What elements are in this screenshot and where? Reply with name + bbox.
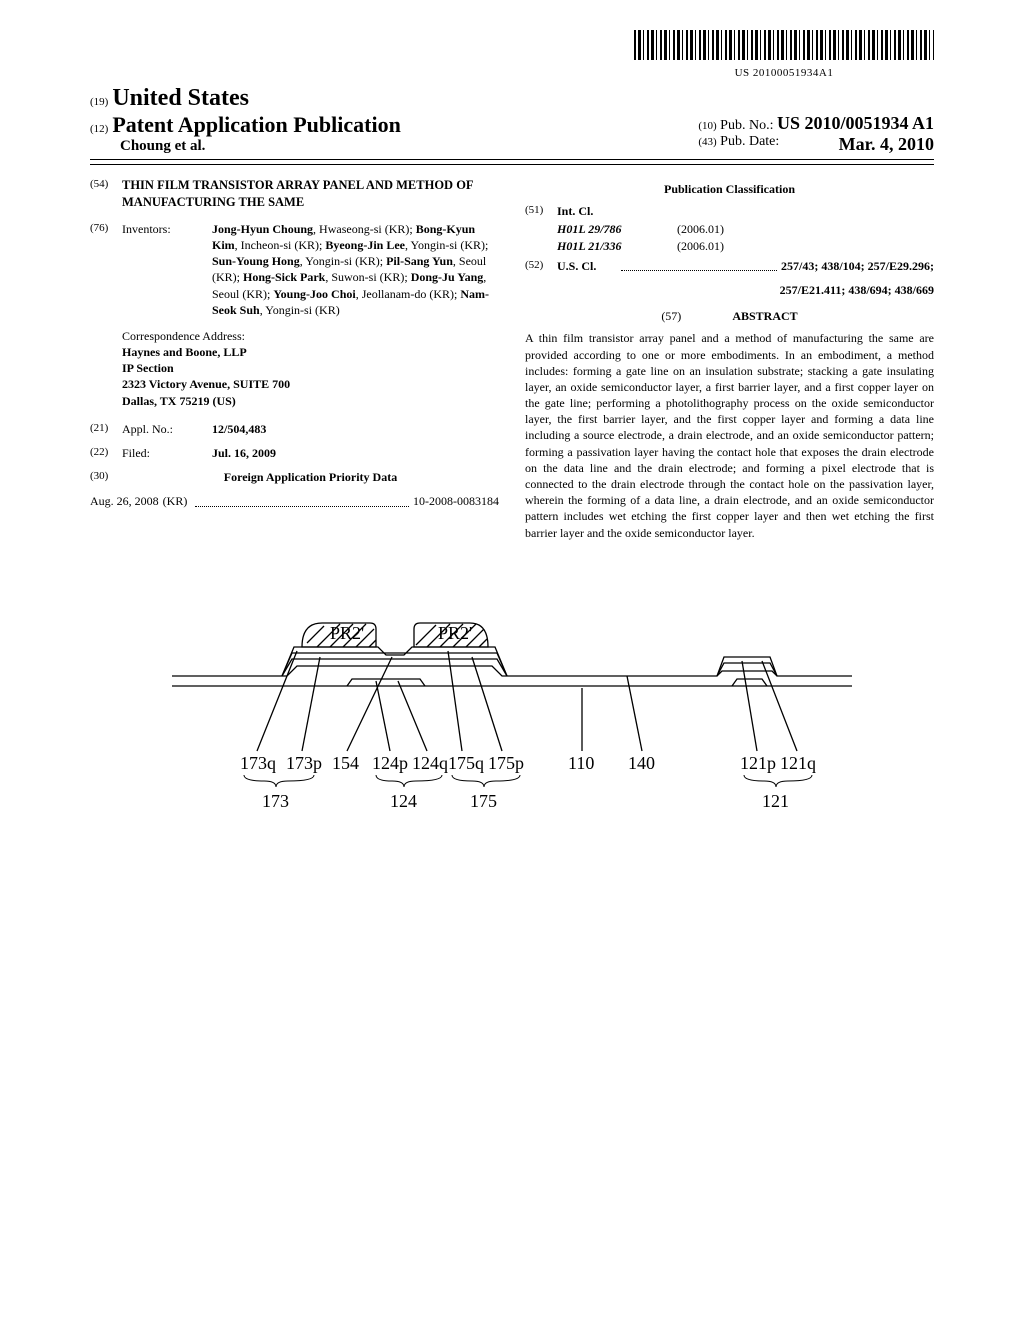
corr-label: Correspondence Address: — [122, 328, 499, 344]
inventors-label: Inventors: — [122, 221, 212, 318]
inventors-tag: (76) — [90, 221, 122, 318]
country-name: United States — [112, 85, 249, 111]
corr-dept: IP Section — [122, 360, 499, 376]
inventors: Jong-Hyun Choung, Hwaseong-si (KR); Bong… — [212, 221, 499, 318]
corr-name: Haynes and Boone, LLP — [122, 344, 499, 360]
invention-title: THIN FILM TRANSISTOR ARRAY PANEL AND MET… — [122, 177, 499, 211]
abstract-text: A thin film transistor array panel and a… — [525, 330, 934, 540]
intcl-2-ver: (2006.01) — [677, 238, 724, 254]
uscl-label: U.S. Cl. — [557, 258, 617, 274]
pubno: US 2010/0051934 A1 — [777, 113, 934, 133]
pubno-tag: (10) — [698, 120, 716, 132]
uscl-line2: 257/E21.411; 438/694; 438/669 — [525, 282, 934, 298]
rule-thin — [90, 164, 934, 165]
uscl-line1: 257/43; 438/104; 257/E29.296; — [781, 258, 934, 274]
pubno-label: Pub. No.: — [720, 118, 773, 133]
foreign-date: Aug. 26, 2008 — [90, 493, 159, 509]
priority-row: Aug. 26, 2008 (KR) 10-2008-0083184 — [90, 493, 499, 509]
intcl-tag: (51) — [525, 203, 557, 219]
foreign-label: Foreign Application Priority Data — [122, 469, 499, 485]
barcode-block: US 20100051934A1 — [90, 30, 934, 81]
fig-label-175p: 175p — [488, 753, 524, 773]
authors-line: Choung et al. — [90, 138, 401, 155]
doc-type: Patent Application Publication — [112, 112, 400, 137]
fig-label-110: 110 — [568, 753, 594, 773]
intcl-2-code: H01L 21/336 — [557, 238, 677, 254]
pubdate-tag: (43) — [698, 136, 716, 148]
fig-label-140: 140 — [628, 753, 655, 773]
appl-label: Appl. No.: — [122, 421, 212, 437]
dots — [195, 493, 409, 506]
pubdate: Mar. 4, 2010 — [839, 134, 934, 155]
header: (19) United States (12) Patent Applicati… — [90, 85, 934, 155]
fig-label-121p: 121p — [740, 753, 776, 773]
pubdate-label: Pub. Date: — [720, 134, 779, 149]
fig-label-124p: 124p — [372, 753, 408, 773]
fig-group-124: 124 — [390, 791, 417, 811]
fig-group-173: 173 — [262, 791, 289, 811]
corr-street: 2323 Victory Avenue, SUITE 700 — [122, 376, 499, 392]
right-column: Publication Classification (51) Int. Cl.… — [525, 177, 934, 541]
rule-top — [90, 159, 934, 160]
intcl-list: H01L 29/786 (2006.01) H01L 21/336 (2006.… — [557, 221, 934, 253]
appl-no: 12/504,483 — [212, 421, 499, 437]
foreign-tag: (30) — [90, 469, 122, 485]
filed-date: Jul. 16, 2009 — [212, 445, 499, 461]
intcl-1-code: H01L 29/786 — [557, 221, 677, 237]
intcl-label: Int. Cl. — [557, 203, 934, 219]
uscl-dots — [621, 258, 777, 271]
intcl-1-ver: (2006.01) — [677, 221, 724, 237]
filed-label: Filed: — [122, 445, 212, 461]
abstract-header: (57) ABSTRACT — [525, 308, 934, 324]
title-tag: (54) — [90, 177, 122, 211]
fig-label-173q: 173q — [240, 753, 276, 773]
fig-label-175q: 175q — [448, 753, 484, 773]
abstract-label: ABSTRACT — [732, 309, 797, 323]
fig-group-175: 175 — [470, 791, 497, 811]
fig-label-124q: 124q — [412, 753, 448, 773]
country-tag: (19) — [90, 96, 108, 108]
barcode — [634, 30, 934, 60]
foreign-no: 10-2008-0083184 — [413, 493, 499, 509]
columns: (54) THIN FILM TRANSISTOR ARRAY PANEL AN… — [90, 177, 934, 541]
abstract-tag: (57) — [661, 309, 681, 323]
correspondence: Correspondence Address: Haynes and Boone… — [122, 328, 499, 409]
foreign-country: (KR) — [163, 493, 188, 509]
fig-label-154: 154 — [332, 753, 359, 773]
left-column: (54) THIN FILM TRANSISTOR ARRAY PANEL AN… — [90, 177, 499, 541]
barcode-number: US 20100051934A1 — [634, 67, 934, 79]
fig-group-121: 121 — [762, 791, 789, 811]
fig-label-121q: 121q — [780, 753, 816, 773]
pubclass-header: Publication Classification — [525, 181, 934, 197]
uscl-tag: (52) — [525, 258, 557, 274]
corr-city: Dallas, TX 75219 (US) — [122, 393, 499, 409]
figure-svg: PR2' PR2' 173q 173p 154 124p 124q 175q 1… — [152, 581, 872, 841]
figure: PR2' PR2' 173q 173p 154 124p 124q 175q 1… — [90, 581, 934, 841]
fig-label-pr2-left: PR2' — [330, 623, 364, 643]
fig-label-173p: 173p — [286, 753, 322, 773]
fig-label-pr2-right: PR2' — [438, 623, 472, 643]
filed-tag: (22) — [90, 445, 122, 461]
doc-type-tag: (12) — [90, 123, 108, 135]
appl-tag: (21) — [90, 421, 122, 437]
